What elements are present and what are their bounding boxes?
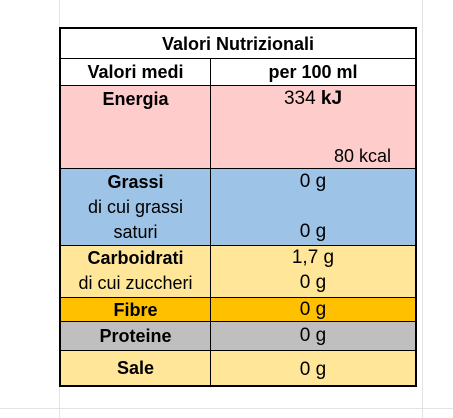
energia-value-cell: 334 kJ 80 kcal xyxy=(211,86,415,168)
energia-label: Energia xyxy=(102,89,169,109)
fibre-label-cell: Fibre xyxy=(61,298,211,321)
energia-kj-unit: kJ xyxy=(320,88,343,109)
nutrition-table: Valori Nutrizionali Valori medi per 100 … xyxy=(59,27,417,387)
proteine-value: 0 g xyxy=(299,325,327,346)
fibre-value-cell: 0 g xyxy=(211,298,415,321)
grassi-saturi-value: 0 g xyxy=(299,221,327,242)
sale-value-cell: 0 g xyxy=(211,351,415,385)
row-sale: Sale 0 g xyxy=(61,351,415,385)
fibre-label: Fibre xyxy=(113,300,158,320)
header-label-cell: Valori medi xyxy=(61,59,211,85)
grassi-label-cell: Grassi di cui grassi saturi xyxy=(61,169,211,245)
grassi-label: Grassi xyxy=(107,172,164,192)
header-label: Valori medi xyxy=(87,62,184,82)
proteine-label-cell: Proteine xyxy=(61,322,211,350)
grassi-value-cell: 0 g 0 g xyxy=(211,169,415,245)
carboidrati-value-cell: 1,7 g 0 g xyxy=(211,246,415,297)
energia-kcal: 80 kcal xyxy=(333,146,391,166)
carboidrati-label: Carboidrati xyxy=(87,248,184,268)
row-carboidrati: Carboidrati di cui zuccheri 1,7 g 0 g xyxy=(61,246,415,298)
header-value-cell: per 100 ml xyxy=(211,59,415,85)
row-fibre: Fibre 0 g xyxy=(61,298,415,322)
energia-kj: 334 kJ xyxy=(211,89,415,109)
energia-label-cell: Energia xyxy=(61,86,211,168)
carboidrati-value: 1,7 g xyxy=(291,247,335,268)
energia-kj-value: 334 xyxy=(283,88,316,109)
grid-line xyxy=(422,0,423,418)
row-energia: Energia 334 kJ 80 kcal xyxy=(61,86,415,169)
title-row: Valori Nutrizionali xyxy=(61,29,415,59)
fibre-value: 0 g xyxy=(299,299,327,320)
table-title: Valori Nutrizionali xyxy=(161,34,315,54)
grid-line xyxy=(0,408,453,409)
grassi-saturi-line2: saturi xyxy=(113,222,158,242)
carboidrati-label-cell: Carboidrati di cui zuccheri xyxy=(61,246,211,297)
header-row: Valori medi per 100 ml xyxy=(61,59,415,86)
grassi-value: 0 g xyxy=(299,171,327,192)
carboidrati-zuccheri-label: di cui zuccheri xyxy=(78,273,193,293)
header-value: per 100 ml xyxy=(268,62,358,82)
sale-value: 0 g xyxy=(299,359,327,380)
grassi-saturi-line1: di cui grassi xyxy=(87,197,184,217)
row-grassi: Grassi di cui grassi saturi 0 g 0 g xyxy=(61,169,415,246)
row-proteine: Proteine 0 g xyxy=(61,322,415,351)
sale-label: Sale xyxy=(116,358,155,378)
proteine-value-cell: 0 g xyxy=(211,322,415,350)
proteine-label: Proteine xyxy=(99,326,172,346)
sale-label-cell: Sale xyxy=(61,351,211,385)
carboidrati-zuccheri-value: 0 g xyxy=(299,272,327,293)
